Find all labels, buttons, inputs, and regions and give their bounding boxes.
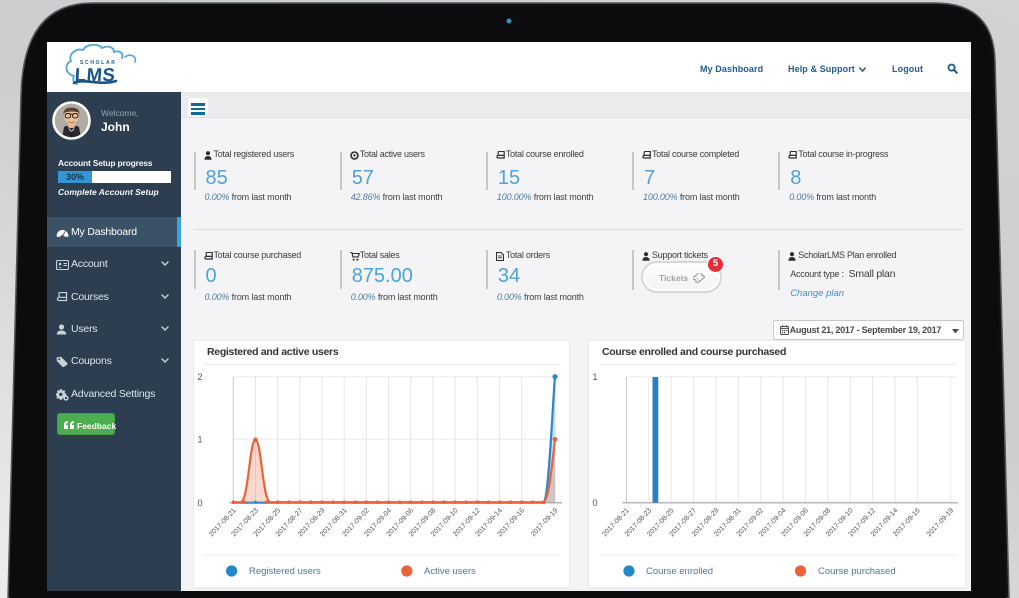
svg-text:Active users: Active users — [424, 566, 476, 577]
svg-text:1: 1 — [197, 435, 202, 445]
svg-text:Registered users: Registered users — [249, 566, 321, 577]
svg-text:Course enrolled: Course enrolled — [646, 566, 713, 577]
svg-text:0: 0 — [197, 498, 202, 508]
svg-text:SCHOLAR: SCHOLAR — [80, 60, 117, 66]
svg-text:0: 0 — [592, 498, 597, 508]
svg-text:Course purchased: Course purchased — [818, 566, 896, 577]
svg-text:2017-09-19: 2017-09-19 — [926, 507, 956, 538]
svg-text:1: 1 — [592, 372, 597, 382]
svg-text:2: 2 — [197, 372, 202, 382]
svg-text:2017-09-19: 2017-09-19 — [530, 507, 560, 538]
svg-text:LMS: LMS — [74, 64, 116, 85]
